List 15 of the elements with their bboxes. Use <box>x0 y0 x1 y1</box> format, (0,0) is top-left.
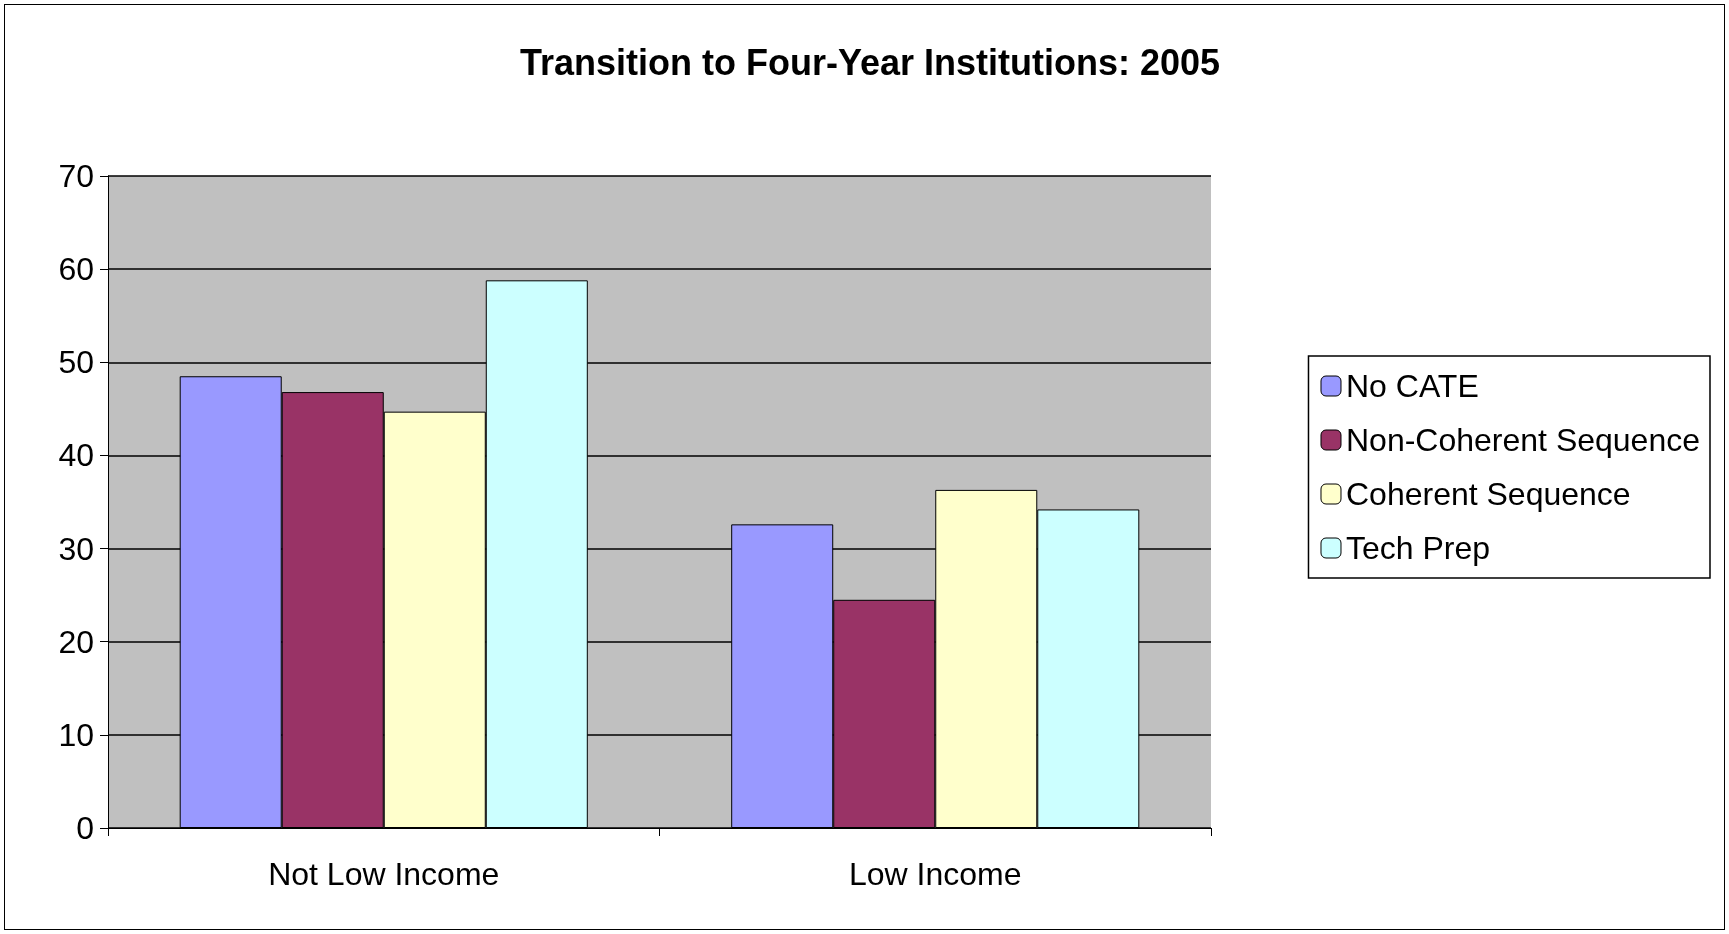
legend-label: Coherent Sequence <box>1345 476 1631 512</box>
chart-title: Transition to Four-Year Institutions: 2005 <box>519 41 1221 83</box>
legend-label: No CATE <box>1345 368 1479 404</box>
x-tick-label: Not Low Income <box>268 856 500 892</box>
y-tick-label: 70 <box>58 158 94 194</box>
y-tick-label: 0 <box>76 810 94 846</box>
legend-label: Non-Coherent Sequence <box>1345 422 1700 458</box>
y-tick-label: 30 <box>58 530 94 567</box>
y-tick-label: 20 <box>58 623 94 660</box>
y-tick-label: 10 <box>58 716 94 753</box>
y-tick-label: 60 <box>58 251 94 288</box>
y-tick-label: 40 <box>58 437 94 474</box>
legend-label: Tech Prep <box>1345 530 1491 566</box>
x-tick-label: Low Income <box>848 856 1022 892</box>
y-tick-label: 50 <box>58 344 94 381</box>
